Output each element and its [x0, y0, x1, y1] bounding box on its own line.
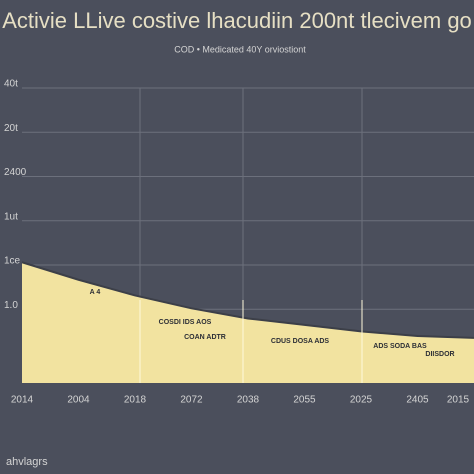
annotation: ADS SODA BAS: [373, 343, 427, 350]
annotation: COAN ADTR: [184, 334, 226, 341]
annotation: CDUS DOSA ADS: [271, 338, 330, 345]
x-tick-label: 2015: [447, 395, 470, 406]
y-tick-label: 20t: [4, 123, 18, 134]
x-tick-label: 2038: [237, 395, 260, 406]
y-tick-label: 1.0: [4, 300, 18, 311]
footer: ahvlagrs: [6, 456, 48, 468]
y-tick-label: 2400: [4, 167, 27, 178]
annotation: A 4: [90, 289, 101, 296]
chart-subtitle: COD • Medicated 40Y orviostiont: [174, 44, 306, 54]
line: [21, 261, 474, 339]
x-tick-label: 2014: [11, 395, 34, 406]
y-tick-label: 40t: [4, 79, 18, 90]
x-tick-label: 2004: [67, 395, 90, 406]
x-tick-label: 2055: [293, 395, 316, 406]
x-tick-label: 2018: [124, 395, 147, 406]
chart-title: Activie LLive costive lhacudiin 200nt tl…: [2, 8, 472, 33]
annotation: COSDI IDS AOS: [159, 319, 212, 326]
area: [22, 262, 474, 383]
x-tick-label: 2072: [180, 395, 203, 406]
y-tick-label: 1ce: [4, 256, 21, 267]
x-tick-label: 2025: [350, 395, 373, 406]
y-tick-label: 1ut: [4, 211, 18, 222]
annotation: DIISDOR: [425, 351, 454, 358]
x-tick-label: 2405: [406, 395, 429, 406]
